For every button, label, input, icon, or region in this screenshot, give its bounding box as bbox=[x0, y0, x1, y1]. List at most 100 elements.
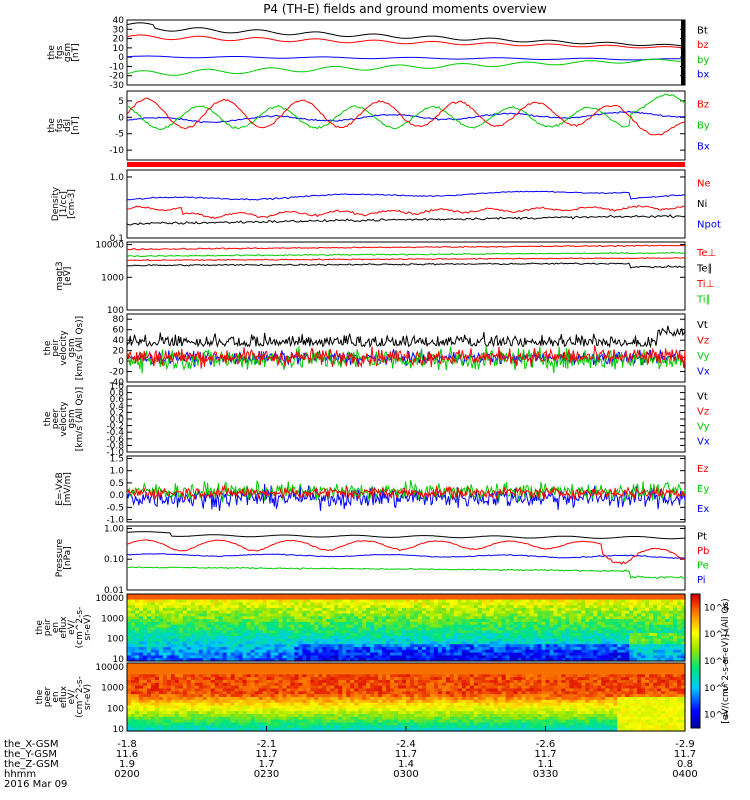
x-axis-value: 11.7 bbox=[674, 749, 696, 760]
x-axis-value: 1.4 bbox=[398, 759, 414, 770]
x-axis-value: 0400 bbox=[672, 769, 697, 780]
y-tick-label: -0.2 bbox=[106, 422, 124, 432]
y-tick-label: 1000 bbox=[101, 273, 124, 283]
legend-label: Bx bbox=[697, 142, 710, 153]
x-axis-value: 1.9 bbox=[119, 759, 135, 770]
series-Ez bbox=[126, 485, 686, 501]
x-axis-value: 11.7 bbox=[255, 749, 277, 760]
y-axis-label: dsl bbox=[63, 119, 73, 132]
series-Bz bbox=[126, 97, 686, 136]
x-axis-value: -1.8 bbox=[117, 739, 137, 750]
data-gap-mark bbox=[681, 20, 685, 85]
legend-label: Pb bbox=[697, 546, 709, 557]
legend-label: Vt bbox=[697, 320, 708, 331]
y-axis-label: fgs bbox=[55, 45, 65, 59]
panel-border bbox=[126, 593, 686, 662]
y-tick-label: 0.2 bbox=[110, 408, 124, 418]
colorbar-title: [eV/(cm^2-s-sr-eV)] (All Qs) bbox=[721, 598, 731, 723]
y-axis-label: gsm bbox=[63, 43, 73, 62]
x-axis-value: -2.9 bbox=[675, 739, 695, 750]
legend-label: Vt bbox=[697, 392, 708, 403]
legend-label: Vz bbox=[697, 335, 709, 346]
panel-pressure: Pressure[nPa] 0.01 0.10 1.00 Pt Pb Pe Pi bbox=[55, 524, 709, 596]
y-tick-label: -5 bbox=[115, 130, 124, 140]
legend-label: Npot bbox=[697, 220, 721, 231]
panel-frame bbox=[126, 385, 686, 453]
y-axis-label: peir bbox=[43, 618, 53, 636]
panel-frame bbox=[126, 241, 686, 311]
y-tick-label: -0.5 bbox=[106, 503, 124, 513]
y-axis-label: eflux bbox=[59, 616, 69, 639]
x-axis-value: 11.7 bbox=[395, 749, 417, 760]
y-tick-label: 60 bbox=[113, 326, 125, 336]
y-axis-label: [nPa] bbox=[63, 546, 73, 569]
y-tick-label: 1000 bbox=[101, 684, 124, 694]
y-tick-label: 1.00 bbox=[104, 524, 124, 534]
y-axis-label: eflux bbox=[59, 685, 69, 708]
y-tick-label: -20 bbox=[109, 368, 124, 378]
y-tick-label: 10 bbox=[113, 655, 125, 665]
y-tick-label: 1.0 bbox=[110, 382, 125, 392]
y-tick-label: 20 bbox=[113, 347, 125, 357]
y-tick-label: 1000 bbox=[101, 614, 124, 624]
y-tick-label: 80 bbox=[113, 315, 125, 325]
panel-frame bbox=[126, 525, 686, 591]
y-tick-label: 1.0 bbox=[110, 467, 125, 477]
x-axis-row-label: the_X-GSM bbox=[4, 739, 58, 750]
y-axis-label: the bbox=[47, 45, 57, 60]
legend-label: Pi bbox=[697, 575, 706, 586]
series-Vy bbox=[126, 345, 686, 374]
x-axis-value: 0.8 bbox=[677, 759, 693, 770]
flag-bar bbox=[127, 162, 685, 167]
y-tick-label: 0 bbox=[118, 53, 124, 63]
y-axis-label: the bbox=[43, 340, 53, 355]
legend-label: Te∥ bbox=[696, 263, 713, 274]
legend-label: Te⊥ bbox=[696, 248, 716, 259]
legend-label: Vx bbox=[697, 437, 710, 448]
x-axis-value: 0300 bbox=[393, 769, 418, 780]
y-axis-label: velocity bbox=[59, 401, 69, 437]
series-by bbox=[126, 58, 686, 76]
legend-label: bz bbox=[697, 40, 709, 51]
y-tick-label: 30 bbox=[113, 25, 125, 35]
y-axis-label: [km/s (All Qs)] bbox=[75, 316, 85, 380]
series-Pt bbox=[126, 531, 686, 540]
y-tick-label: -0.8 bbox=[106, 441, 124, 451]
legend-label: Ez bbox=[697, 464, 709, 475]
y-axis-label: (cm^2-s- bbox=[75, 676, 85, 718]
series-Ni bbox=[126, 214, 686, 226]
colorbar-tick-label: 10^6 bbox=[704, 657, 729, 667]
colorbar-frame bbox=[690, 593, 701, 729]
y-tick-label: 40 bbox=[113, 16, 125, 26]
y-axis-label: the bbox=[35, 620, 45, 635]
x-axis-value: 1.7 bbox=[259, 759, 275, 770]
legend-label: Ti⊥ bbox=[696, 279, 714, 290]
legend-label: Vx bbox=[697, 366, 710, 377]
y-tick-label: -20 bbox=[109, 72, 124, 82]
series-bz bbox=[126, 34, 686, 49]
y-tick-label: 40 bbox=[113, 336, 125, 346]
y-axis-label: sr-eV) bbox=[83, 614, 93, 640]
series-Pe bbox=[126, 566, 686, 579]
y-axis-label: [nT] bbox=[71, 116, 81, 134]
series-Ti⊥ bbox=[126, 244, 686, 251]
y-axis-label: sr-eV) bbox=[83, 684, 93, 710]
y-axis-label: Pressure bbox=[55, 538, 65, 577]
y-tick-label: 0.0 bbox=[110, 415, 125, 425]
legend-label: Pe bbox=[697, 560, 709, 571]
y-tick-label: 10000 bbox=[95, 663, 124, 673]
colorbar-tick-label: 10^7 bbox=[704, 630, 729, 640]
y-axis-label: peer bbox=[51, 408, 61, 429]
panel-frame bbox=[126, 169, 686, 239]
series-bx bbox=[126, 55, 686, 61]
y-axis-label: Density bbox=[51, 186, 61, 221]
y-tick-label: -1.0 bbox=[106, 516, 124, 526]
y-axis-label: (cm^2-s- bbox=[75, 607, 85, 649]
y-tick-label: 0.1 bbox=[110, 234, 124, 244]
y-axis-label: magt3 bbox=[55, 261, 65, 290]
y-axis-label: peer bbox=[43, 686, 53, 707]
series-By bbox=[126, 93, 686, 131]
series-Te⊥ bbox=[126, 257, 686, 262]
y-tick-label: 0.10 bbox=[104, 555, 124, 565]
